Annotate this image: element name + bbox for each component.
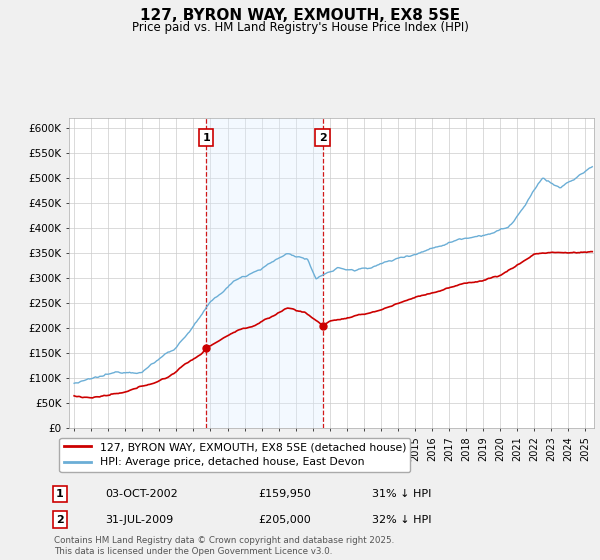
Text: Contains HM Land Registry data © Crown copyright and database right 2025.
This d: Contains HM Land Registry data © Crown c… <box>54 536 394 556</box>
Text: £205,000: £205,000 <box>258 515 311 525</box>
Text: 1: 1 <box>202 133 210 143</box>
Text: £159,950: £159,950 <box>258 489 311 499</box>
Text: 31-JUL-2009: 31-JUL-2009 <box>105 515 173 525</box>
Text: 1: 1 <box>56 489 64 499</box>
Legend: 127, BYRON WAY, EXMOUTH, EX8 5SE (detached house), HPI: Average price, detached : 127, BYRON WAY, EXMOUTH, EX8 5SE (detach… <box>59 438 410 472</box>
Text: 2: 2 <box>319 133 326 143</box>
Text: Price paid vs. HM Land Registry's House Price Index (HPI): Price paid vs. HM Land Registry's House … <box>131 21 469 34</box>
Bar <box>206 118 323 428</box>
Text: 32% ↓ HPI: 32% ↓ HPI <box>372 515 431 525</box>
Text: 03-OCT-2002: 03-OCT-2002 <box>105 489 178 499</box>
Text: 2: 2 <box>56 515 64 525</box>
Text: 31% ↓ HPI: 31% ↓ HPI <box>372 489 431 499</box>
Text: 127, BYRON WAY, EXMOUTH, EX8 5SE: 127, BYRON WAY, EXMOUTH, EX8 5SE <box>140 8 460 24</box>
